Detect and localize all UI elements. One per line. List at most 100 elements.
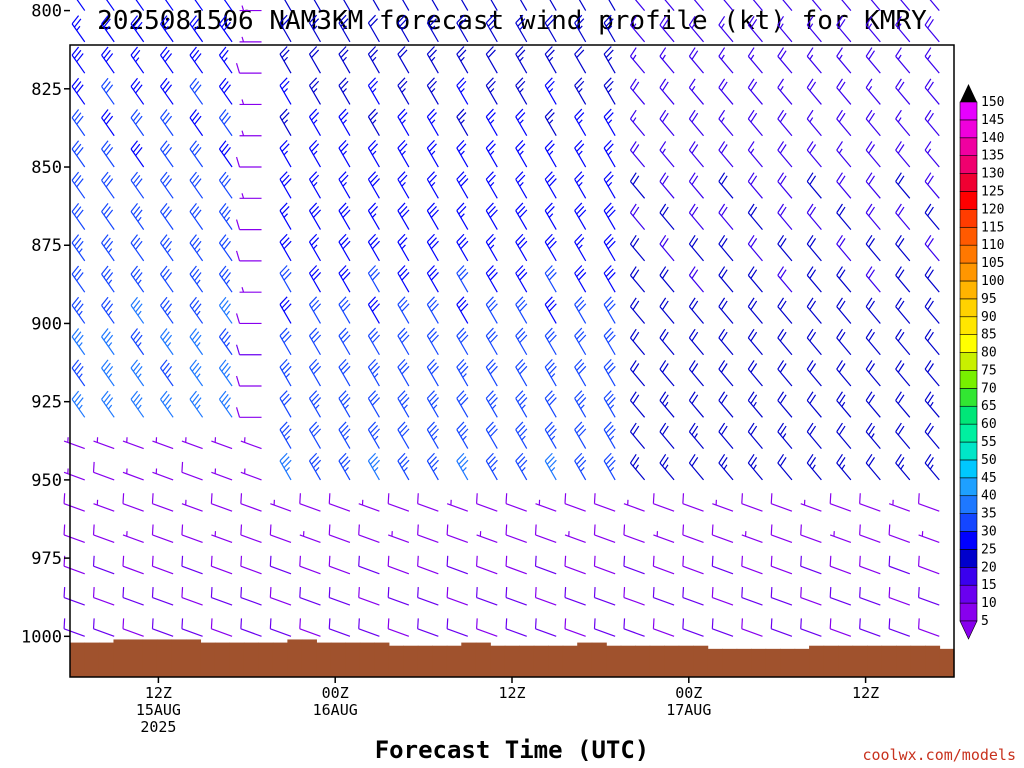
wind-barb <box>71 234 86 262</box>
wind-barb <box>456 108 469 137</box>
wind-barb <box>160 15 174 43</box>
wind-barb <box>338 233 351 262</box>
wind-barb <box>603 46 616 74</box>
wind-barb <box>130 234 145 262</box>
wind-barb <box>782 0 793 11</box>
wind-barb <box>859 587 881 606</box>
wind-barb <box>338 77 351 105</box>
wind-barb <box>101 234 115 262</box>
wind-barb <box>865 203 881 230</box>
colorbar-segment <box>959 298 978 318</box>
wind-barb <box>574 327 587 356</box>
wind-barb <box>235 156 262 168</box>
wind-barb <box>387 531 410 544</box>
wind-barb <box>777 360 793 387</box>
wind-barb <box>519 0 528 11</box>
wind-barb <box>101 265 115 293</box>
wind-barb <box>603 327 616 356</box>
wind-barb <box>475 587 498 606</box>
wind-barb <box>747 47 763 74</box>
wind-barb <box>505 493 527 512</box>
wind-barb <box>308 265 322 293</box>
wind-barb <box>485 14 498 43</box>
wind-barb <box>160 203 174 230</box>
wind-barb <box>747 266 763 293</box>
wind-barb <box>130 328 145 356</box>
wind-barb <box>367 46 380 74</box>
wind-barb <box>865 78 881 105</box>
wind-barb <box>659 360 675 387</box>
terrain-segment <box>403 645 419 677</box>
wind-barb <box>806 266 822 293</box>
colorbar-segment <box>959 495 978 514</box>
wind-barb <box>397 171 410 199</box>
wind-barb <box>659 328 675 356</box>
terrain-segment <box>780 648 796 677</box>
wind-barb <box>544 46 557 74</box>
colorbar-tick-label: 140 <box>981 131 1004 146</box>
wind-barb <box>328 587 351 606</box>
wind-barb <box>367 390 380 418</box>
colorbar-tick-label: 70 <box>981 381 997 396</box>
terrain-segment <box>272 642 288 677</box>
wind-barb <box>456 390 469 418</box>
wind-barb <box>574 202 587 230</box>
plot-frame <box>69 44 955 678</box>
wind-barb <box>544 171 557 199</box>
wind-barb <box>181 499 203 512</box>
wind-barb <box>160 328 174 356</box>
wind-barb <box>505 524 527 544</box>
wind-barb <box>101 390 115 418</box>
wind-barb <box>800 555 822 575</box>
wind-barb <box>367 202 380 230</box>
wind-barb <box>836 47 852 74</box>
wind-barb <box>505 618 527 637</box>
x-tick-label: 12Z <box>498 684 525 702</box>
wind-barb <box>338 108 351 137</box>
wind-barb <box>101 171 115 199</box>
wind-barb <box>299 493 321 512</box>
wind-barb <box>160 359 174 387</box>
wind-barb <box>564 531 586 544</box>
wind-barb <box>151 618 174 637</box>
wind-barb <box>659 172 675 199</box>
wind-barb <box>475 555 498 575</box>
wind-barb <box>865 141 881 168</box>
wind-barb <box>338 14 351 43</box>
terrain-segment <box>345 642 361 677</box>
wind-barb <box>688 453 704 481</box>
wind-barb <box>659 422 675 449</box>
wind-barb <box>122 555 144 575</box>
wind-barb <box>122 493 144 512</box>
colorbar-segment <box>959 423 978 443</box>
wind-barb <box>836 141 852 168</box>
wind-barb <box>160 171 174 199</box>
wind-barb <box>924 422 940 449</box>
wind-barb <box>338 265 351 293</box>
wind-barb <box>460 0 469 11</box>
wind-barb <box>505 587 527 606</box>
wind-barb <box>456 358 469 387</box>
wind-barb <box>777 109 793 137</box>
wind-barb <box>218 296 233 324</box>
wind-barb <box>659 297 675 324</box>
colorbar-tick-label: 105 <box>981 256 1004 271</box>
wind-barb <box>235 407 262 418</box>
wind-barb <box>151 555 174 575</box>
terrain-segment <box>84 642 100 677</box>
terrain-segment <box>388 645 404 677</box>
wind-barb <box>544 265 557 293</box>
colorbar-tick-label: 30 <box>981 525 997 540</box>
x-axis-label: Forecast Time (UTC) <box>375 736 650 764</box>
wind-barb <box>800 499 822 512</box>
wind-barb <box>895 234 911 262</box>
wind-barb <box>806 391 822 418</box>
wind-barb <box>534 587 557 606</box>
wind-barb <box>718 391 734 418</box>
wind-barb <box>859 555 881 575</box>
wind-barb <box>426 77 439 105</box>
terrain-segment <box>229 642 245 677</box>
terrain-segment <box>548 645 564 677</box>
wind-barb <box>431 0 439 11</box>
